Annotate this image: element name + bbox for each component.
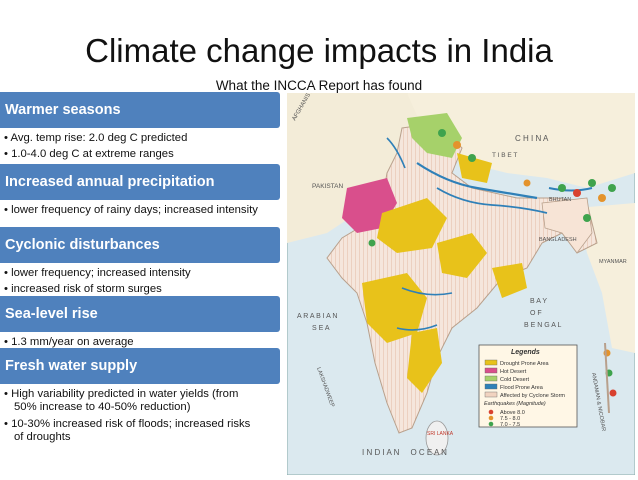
section-precipitation: Increased annual precipitation lower fre…	[0, 164, 280, 217]
label-indian-ocean: I N D I A N O C E A N	[362, 448, 447, 457]
legend-title: Legends	[511, 349, 540, 356]
earthquake-markers	[368, 129, 617, 397]
label-bay: B A Y	[530, 298, 547, 305]
label-bangladesh: BANGLADESH	[539, 237, 577, 243]
section-heading: Cyclonic disturbances	[0, 227, 280, 263]
flood-river	[386, 137, 406, 169]
legend-swatch	[484, 391, 498, 398]
section-warmer-seasons: Warmer seasons Avg. temp rise: 2.0 deg C…	[0, 92, 280, 161]
label-bengal: B E N G A L	[524, 322, 561, 329]
northeast-india	[541, 197, 593, 254]
bullet-item: 1.0-4.0 deg C at extreme ranges	[0, 148, 280, 161]
legend-label: Affected by Cyclone Storm	[500, 393, 565, 399]
label-china: C H I N A	[515, 134, 549, 143]
drought-area	[457, 153, 492, 183]
drought-area	[437, 233, 487, 278]
pakistan-land	[287, 93, 427, 243]
legend-swatch	[484, 367, 498, 374]
bullet-item: lower frequency of rainy days; increased…	[0, 204, 280, 217]
label-sea: S E A	[312, 325, 330, 332]
section-heading: Increased annual precipitation	[0, 164, 280, 200]
legend-label: Cold Desert	[500, 377, 530, 383]
label-myanmar: MYANMAR	[599, 259, 627, 265]
sri-lanka	[425, 420, 449, 456]
flood-river	[416, 162, 538, 200]
china-land	[407, 93, 635, 188]
label-pakistan: PAKISTAN	[312, 183, 343, 190]
legend-swatch	[484, 359, 498, 366]
legend-label: Drought Prone Area	[500, 361, 550, 367]
label-tibet: T I B E T	[492, 152, 517, 159]
section-cyclonic: Cyclonic disturbances lower frequency; i…	[0, 227, 280, 296]
legend-quake-dot	[488, 409, 494, 415]
legend-quake-dot	[488, 415, 494, 421]
legend-quakes: Above 8.07.5 - 8.07.0 - 7.5	[488, 409, 525, 428]
cold-desert-area	[407, 113, 462, 158]
legend-quake-title: Earthquakes (Magnitude)	[484, 401, 546, 407]
label-bhutan: BHUTAN	[549, 197, 571, 203]
legend-quake-label: Above 8.0	[500, 410, 525, 416]
flood-river	[436, 187, 548, 214]
flood-river	[548, 187, 593, 192]
bullet-list: lower frequency; increased intensity inc…	[0, 267, 280, 296]
legend-swatch	[484, 383, 498, 390]
flood-river	[401, 287, 453, 296]
bullet-item: High variability predicted in water yiel…	[0, 388, 280, 414]
map-svg: AFGHANISTAN PAKISTAN C H I N A T I B E T…	[286, 82, 636, 476]
label-of: O F	[530, 310, 542, 317]
drought-area	[377, 198, 447, 253]
slide-subtitle: What the INCCA Report has found	[215, 78, 423, 93]
label-sri-lanka: SRI LANKA	[427, 431, 454, 437]
bullet-item: lower frequency; increased intensity	[0, 267, 280, 280]
label-arabian: A R A B I A N	[297, 313, 337, 320]
legend-items: Drought Prone Area Hot Desert Cold Desert F…	[484, 359, 565, 399]
map-legend: Legends Drought Prone Area Hot Desert Cold…	[478, 344, 578, 428]
bullet-list: High variability predicted in water yiel…	[0, 388, 280, 444]
drought-area	[492, 263, 527, 298]
bullet-list: 1.3 mm/year on average	[0, 336, 280, 349]
india-climate-map: AFGHANISTAN PAKISTAN C H I N A T I B E T…	[286, 82, 636, 476]
section-heading: Fresh water supply	[0, 348, 280, 384]
legend-quake-dot	[488, 421, 494, 427]
bullet-item: Avg. temp rise: 2.0 deg C predicted	[0, 132, 280, 145]
legend-label: Hot Desert	[500, 369, 527, 375]
drought-area	[407, 328, 442, 393]
bullet-item: 1.3 mm/year on average	[0, 336, 280, 349]
slide-title: Climate change impacts in India	[85, 32, 553, 69]
section-sea-level: Sea-level rise 1.3 mm/year on average	[0, 296, 280, 349]
section-heading: Warmer seasons	[0, 92, 280, 128]
bullet-item: 10-30% increased risk of floods; increas…	[0, 418, 280, 444]
bullet-item: increased risk of storm surges	[0, 283, 280, 296]
andaman-islands	[604, 342, 610, 414]
legend-quake-label: 7.5 - 8.0	[500, 416, 520, 422]
legend-label: Flood Prone Area	[500, 385, 544, 391]
legend-swatch	[484, 375, 498, 382]
bullet-list: Avg. temp rise: 2.0 deg C predicted 1.0-…	[0, 132, 280, 161]
bullet-list: lower frequency of rainy days; increased…	[0, 204, 280, 217]
section-fresh-water: Fresh water supply High variability pred…	[0, 348, 280, 444]
legend-quake-label: 7.0 - 7.5	[500, 422, 520, 428]
flood-river	[396, 324, 438, 331]
section-heading: Sea-level rise	[0, 296, 280, 332]
